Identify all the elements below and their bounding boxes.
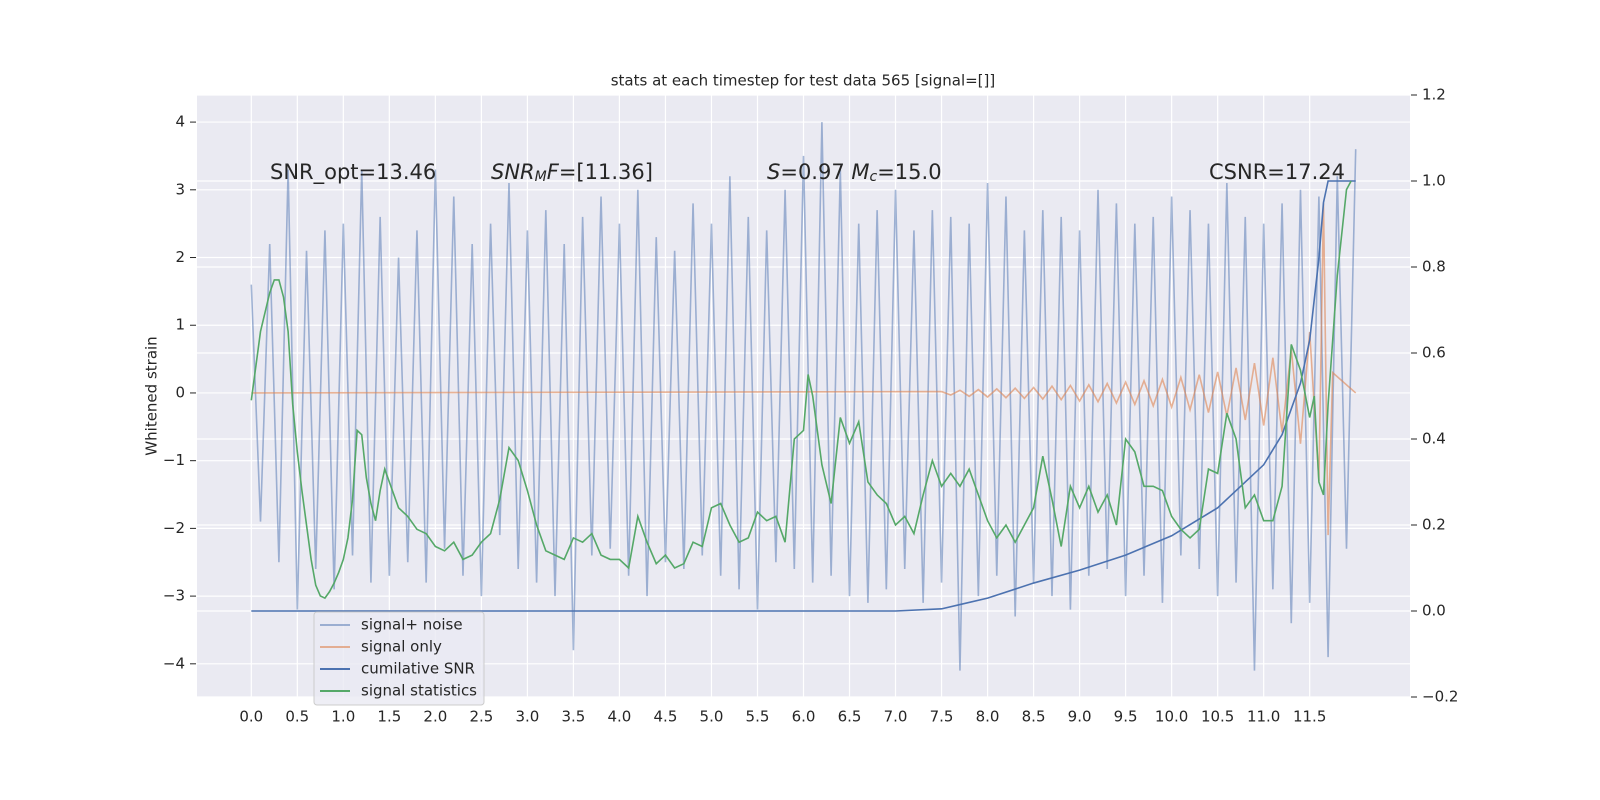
x-tick-label: 9.0 [1068, 708, 1092, 726]
x-tick-label: 10.5 [1201, 708, 1234, 726]
x-tick-label: 4.0 [608, 708, 632, 726]
y2-tick-label: 0.4 [1422, 430, 1446, 448]
annotation-part: S [767, 160, 780, 184]
series-line [251, 203, 1357, 536]
x-tick-label: 8.5 [1022, 708, 1046, 726]
annotation-part: SNR [491, 160, 535, 184]
annotation-part: =0.97 [780, 160, 851, 184]
x-tick-label: 7.5 [930, 708, 954, 726]
x-tick-label: 11.0 [1247, 708, 1280, 726]
annotation-part: c [870, 169, 878, 185]
x-tick-label: 2.0 [423, 708, 447, 726]
series-group [250, 122, 1357, 671]
y2-tick-label: 1.2 [1422, 86, 1446, 104]
series-line [250, 122, 1357, 671]
x-tick-label: 5.0 [700, 708, 724, 726]
legend-label: signal only [361, 638, 442, 656]
y2-tick-label: 0.0 [1422, 602, 1446, 620]
series-line [250, 180, 1352, 600]
y-tick-label: 4 [175, 113, 185, 131]
annotation-part: M [535, 169, 547, 185]
y-axis-label: Whitened strain [143, 336, 161, 455]
legend-label: cumilative SNR [361, 660, 475, 678]
legend-label: signal+ noise [361, 616, 463, 634]
y2-tick-label: 0.6 [1422, 344, 1446, 362]
x-tick-label: 4.5 [654, 708, 678, 726]
series-line [251, 180, 1356, 612]
annotation: SNRMF=[11.36] [491, 160, 653, 185]
y2-tick-label: 0.8 [1422, 258, 1446, 276]
x-tick-label: 8.0 [976, 708, 1000, 726]
x-tick-label: 9.5 [1114, 708, 1138, 726]
x-tick-label: 10.0 [1155, 708, 1188, 726]
x-tick-label: 0.0 [239, 708, 263, 726]
x-tick-label: 2.5 [469, 708, 493, 726]
y-tick-label: 2 [175, 248, 185, 266]
y2-tick-label: 0.2 [1422, 516, 1446, 534]
annotation: CSNR=17.24 [1209, 160, 1345, 184]
annotation-part: CSNR=17.24 [1209, 160, 1345, 184]
x-tick-label: 3.5 [561, 708, 585, 726]
grid [197, 94, 1410, 698]
x-tick-label: 3.0 [515, 708, 539, 726]
y-tick-label: −4 [163, 654, 185, 672]
x-tick-label: 7.0 [884, 708, 908, 726]
y2-tick-label: −0.2 [1422, 688, 1458, 706]
annotation-part: =[11.36] [559, 160, 653, 184]
y-tick-label: 1 [175, 316, 185, 334]
y-tick-label: −1 [163, 451, 185, 469]
x-tick-label: 1.0 [331, 708, 355, 726]
legend-label: signal statistics [361, 682, 477, 700]
legend-box [313, 611, 485, 706]
x-tick-label: 1.5 [377, 708, 401, 726]
y2-tick-label: 1.0 [1422, 172, 1446, 190]
x-tick-label: 0.5 [285, 708, 309, 726]
y-tick-label: −2 [163, 519, 185, 537]
annotation-part: F [547, 160, 560, 184]
axes: 0.0 0.5 1.0 1.5 2.0 2.5 3.0 3.5 4.0 4.5 5.0 5.5 6.0 6… [163, 86, 1459, 726]
y-tick-label: 3 [175, 180, 185, 198]
legend: signal+ noise signal only cumilative SNR si… [313, 611, 485, 706]
x-tick-label: 6.5 [838, 708, 862, 726]
annotation: S=0.97 Mc=15.0 [767, 160, 942, 185]
annotations: SNR_opt=13.46 SNRMF=[11.36] S=0.97 Mc=15.0… [270, 160, 1345, 185]
x-tick-label: 11.5 [1293, 708, 1326, 726]
annotation-part: M [851, 160, 869, 184]
annotation-part: =15.0 [877, 160, 941, 184]
annotation: SNR_opt=13.46 [270, 160, 436, 185]
x-tick-label: 5.5 [746, 708, 770, 726]
x-tick-label: 6.0 [792, 708, 816, 726]
y-tick-label: −3 [163, 587, 185, 605]
y-tick-label: 0 [175, 383, 185, 401]
chart-title: stats at each timestep for test data 565… [611, 72, 996, 90]
annotation-part: SNR_opt=13.46 [270, 160, 436, 185]
